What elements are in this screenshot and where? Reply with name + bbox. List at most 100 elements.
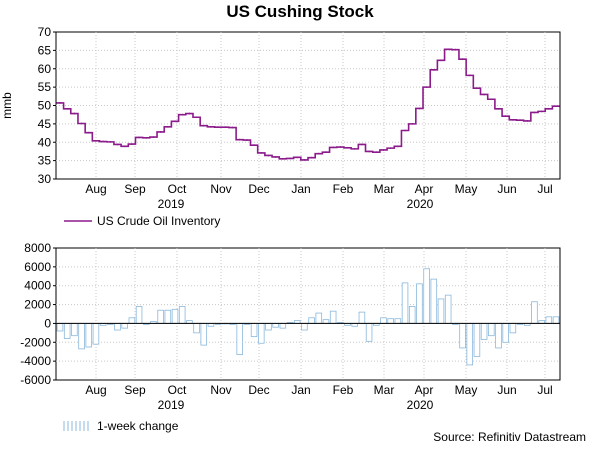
change-bar — [394, 318, 402, 324]
inventory-point — [418, 107, 421, 110]
change-bar — [531, 301, 538, 324]
inventory-line — [56, 48, 560, 161]
change-bar — [71, 323, 78, 337]
y-axis-label: mmb — [0, 92, 14, 119]
x-tick-label-month: Mar — [374, 383, 395, 397]
inventory-point — [109, 140, 112, 143]
inventory-point — [267, 154, 270, 157]
x-tick-label-month: May — [455, 182, 478, 196]
inventory-point — [353, 147, 356, 150]
inventory-point — [59, 102, 61, 104]
inventory-point — [303, 158, 306, 161]
inventory-point — [497, 107, 500, 110]
change-bar — [135, 306, 143, 324]
y-tick-label: 60 — [38, 62, 52, 76]
change-bar — [78, 323, 85, 350]
inventory-point — [159, 131, 162, 133]
inventory-point — [447, 48, 450, 51]
legend-label: US Crude Oil Inventory — [97, 214, 220, 228]
x-tick-label-month: Oct — [168, 383, 187, 397]
inventory-point — [274, 156, 277, 158]
x-tick-label-month: Sep — [124, 182, 146, 196]
x-tick-label-month: Aug — [85, 182, 106, 196]
inventory-point — [260, 152, 263, 154]
plot-frame — [55, 247, 561, 381]
change-bar — [178, 306, 186, 324]
inventory-point — [382, 149, 385, 151]
weekly-change-panel: -6000 -4000 -2000 0 2000 4000 6000 8000 Aug Sep Oc… — [20, 241, 561, 433]
inventory-point — [289, 157, 291, 160]
inventory-point — [116, 143, 119, 146]
change-bar — [200, 323, 208, 346]
change-bar — [279, 323, 287, 329]
inventory-point — [130, 143, 133, 145]
inventory-point — [339, 146, 342, 148]
change-bar — [459, 323, 466, 349]
change-bar — [358, 311, 366, 324]
inventory-point — [66, 107, 69, 110]
change-bar — [265, 323, 272, 331]
change-bar — [171, 308, 179, 324]
inventory-point — [231, 126, 234, 129]
x-tick-label-month: Apr — [415, 383, 434, 397]
x-tick-label-year: 2020 — [407, 197, 434, 211]
inventory-point — [195, 116, 198, 119]
y-tick-label: 35 — [38, 154, 52, 168]
y-tick-label: 4000 — [24, 279, 51, 293]
x-tick-label-month: Dec — [248, 383, 269, 397]
inventory-panel: 30 35 40 45 50 55 60 65 70 Aug Sep Oct Nov Dec Jan Feb M… — [0, 25, 561, 228]
change-bar — [164, 309, 172, 324]
inventory-point — [454, 48, 457, 51]
change-bar — [444, 294, 452, 324]
change-bar — [423, 268, 430, 324]
change-bar — [128, 317, 136, 324]
change-bar — [387, 318, 394, 324]
inventory-point — [540, 110, 543, 113]
inventory-point — [432, 68, 435, 71]
inventory-point — [145, 136, 148, 139]
inventory-point — [519, 119, 521, 122]
y-tick-label: 55 — [38, 80, 52, 94]
change-bar — [193, 323, 200, 334]
x-tick-label-month: Mar — [374, 182, 395, 196]
inventory-point — [224, 126, 227, 129]
x-tick-label-month: Nov — [210, 182, 231, 196]
inventory-point — [95, 139, 97, 142]
y-tick-label: -6000 — [20, 373, 51, 387]
change-bar — [473, 323, 481, 357]
inventory-point — [123, 145, 126, 148]
inventory-point — [375, 151, 378, 154]
change-bar — [401, 282, 409, 324]
inventory-point — [504, 115, 507, 118]
inventory-point — [526, 120, 529, 122]
inventory-point — [253, 144, 255, 147]
inventory-point — [361, 143, 363, 146]
x-tick-label-month: Sep — [124, 383, 146, 397]
y-tick-label: 40 — [38, 135, 52, 149]
inventory-point — [102, 140, 105, 143]
inventory-point — [238, 138, 241, 141]
inventory-point — [188, 112, 191, 115]
change-bar — [157, 309, 164, 324]
change-bar — [308, 317, 315, 324]
inventory-point — [152, 136, 155, 139]
x-tick-label-month: Feb — [333, 182, 354, 196]
inventory-point — [490, 98, 493, 101]
change-bar — [257, 323, 265, 344]
legend-label: 1-week change — [97, 419, 179, 433]
x-tick-label-year: 2020 — [407, 398, 434, 412]
inventory-point — [174, 120, 176, 123]
change-bar — [509, 323, 517, 334]
y-tick-label: 2000 — [24, 298, 51, 312]
y-tick-label: 8000 — [24, 241, 51, 255]
change-bar — [408, 306, 416, 324]
inventory-point — [476, 87, 478, 90]
y-tick-label: 45 — [38, 117, 52, 131]
y-tick-label: 30 — [38, 172, 52, 186]
change-bar — [114, 323, 121, 331]
inventory-point — [317, 152, 320, 155]
inventory-point — [296, 156, 299, 159]
inventory-point — [80, 122, 83, 125]
change-bar — [315, 312, 323, 324]
inventory-point — [533, 111, 536, 114]
